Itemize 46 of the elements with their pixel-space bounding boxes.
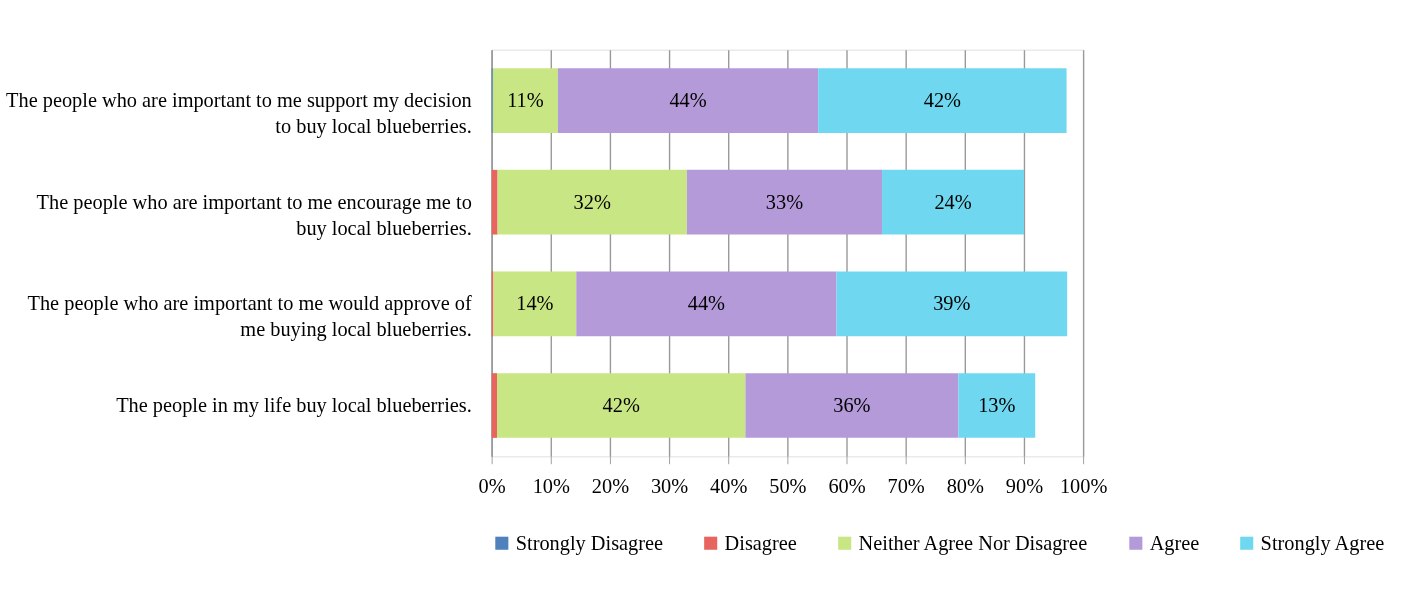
data-label: 24% bbox=[934, 190, 972, 213]
bar bbox=[493, 271, 577, 337]
x-tick-label: 0% bbox=[478, 474, 506, 497]
x-tick-label: 80% bbox=[946, 474, 984, 497]
x-tick-label: 20% bbox=[591, 474, 630, 497]
x-tick-label: 70% bbox=[887, 474, 925, 497]
bar bbox=[491, 169, 498, 235]
x-tick-label: 100% bbox=[1059, 474, 1108, 497]
legend-label: Agree bbox=[1149, 531, 1200, 555]
legend-label: Disagree bbox=[724, 531, 797, 555]
data-label: 32% bbox=[573, 190, 611, 213]
x-tick-label: 30% bbox=[650, 474, 689, 497]
x-tick-label: 60% bbox=[828, 474, 866, 497]
bar bbox=[882, 169, 1024, 235]
data-label: 13% bbox=[978, 393, 1016, 416]
bar bbox=[576, 271, 837, 337]
data-label: 44% bbox=[669, 89, 707, 112]
bar bbox=[557, 68, 819, 133]
y-tick-label: The people who are important to me support my decision to buy local blueberries. bbox=[6, 89, 472, 138]
y-tick-label: The people in my life buy local blueberries. bbox=[116, 393, 472, 417]
bar bbox=[836, 271, 1068, 337]
x-tick-label: 90% bbox=[1005, 474, 1044, 497]
data-label: 42% bbox=[923, 89, 962, 112]
x-tick-label: 50% bbox=[769, 474, 807, 497]
bar bbox=[686, 169, 883, 235]
bar bbox=[497, 169, 687, 235]
data-label: 33% bbox=[765, 190, 804, 213]
data-label: 42% bbox=[602, 393, 640, 416]
y-tick-label: The people who are important to me would approve of me buying local blueberries. bbox=[27, 292, 473, 342]
data-label: 44% bbox=[687, 292, 726, 315]
legend-label: Neither Agree Nor Disagree bbox=[858, 531, 1088, 555]
bar bbox=[491, 373, 497, 438]
bar bbox=[818, 68, 1067, 133]
bar bbox=[492, 68, 558, 133]
bar bbox=[496, 373, 746, 438]
legend-label: Strongly Agree bbox=[1260, 531, 1385, 555]
x-tick-label: 10% bbox=[532, 474, 570, 497]
x-tick-label: 40% bbox=[710, 474, 748, 497]
data-label: 36% bbox=[833, 393, 871, 416]
bar bbox=[958, 373, 1036, 438]
data-label: 39% bbox=[933, 292, 971, 315]
y-tick-label: The people who are important to me encourage me to buy local blueberries. bbox=[36, 190, 472, 240]
data-label: 11% bbox=[507, 89, 544, 112]
bar bbox=[745, 373, 959, 438]
data-label: 14% bbox=[516, 292, 554, 315]
legend-label: Strongly Disagree bbox=[515, 531, 664, 555]
